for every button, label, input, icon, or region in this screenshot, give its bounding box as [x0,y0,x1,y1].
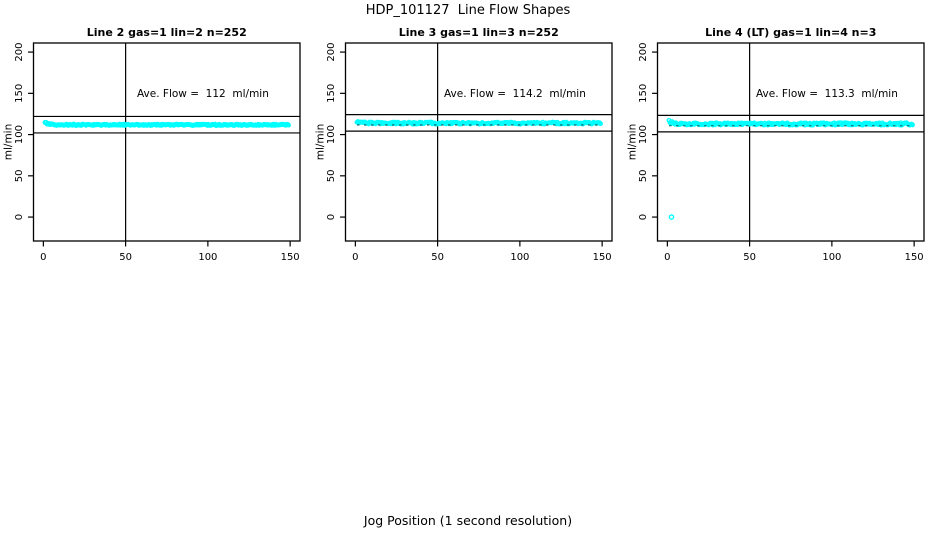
plot-frame [32,42,301,242]
x-tick-label: 0 [40,252,46,263]
y-tick-label: 200 [14,43,25,62]
panel-title: Line 3 gas=1 lin=3 n=252 [399,26,559,39]
plot-frame [344,42,613,242]
y-tick-label: 200 [326,43,337,62]
ave-flow-annotation: Ave. Flow = 113.3 ml/min [756,88,898,100]
outlier-point [668,214,675,220]
x-tick-label: 50 [431,252,444,263]
x-tick-label: 0 [664,252,670,263]
y-tick-label: 150 [14,84,25,103]
x-tick-label: 150 [281,252,300,263]
x-tick-label: 100 [822,252,841,263]
y-tick-label: 0 [638,214,649,220]
panel-title: Line 4 (LT) gas=1 lin=4 n=3 [705,26,876,39]
figure-title: HDP_101127 Line Flow Shapes [365,3,571,18]
y-tick-label: 0 [14,214,25,220]
y-tick-label: 100 [326,125,337,144]
y-tick-label: 100 [638,125,649,144]
x-tick-label: 100 [198,252,217,263]
ave-flow-annotation: Ave. Flow = 112 ml/min [137,88,269,100]
data-point [286,122,291,128]
panel-line-2: 0 50 100 150 0 50 100 150 200 ml/min Line 2 gas=1 … [3,26,301,263]
x-tick-label: 150 [593,252,612,263]
y-tick-label: 100 [14,125,25,144]
x-tick-label: 150 [905,252,924,263]
y-tick-label: 50 [14,169,25,182]
x-tick-label: 0 [352,252,358,263]
data-points [42,119,291,128]
panel-title: Line 2 gas=1 lin=2 n=252 [87,26,247,39]
x-tick-label: 50 [119,252,132,263]
data-point [910,122,915,128]
y-axis-label: ml/min [3,124,15,160]
panel-line-4-lt: 0 50 100 150 0 50 100 150 200 ml/min Line 4 (LT) g… [627,26,925,263]
y-tick-label: 150 [638,84,649,103]
data-point [598,121,603,127]
y-tick-label: 200 [638,43,649,62]
plot-frame [656,42,925,242]
y-tick-label: 0 [326,214,337,220]
y-tick-label: 50 [326,169,337,182]
ave-flow-annotation: Ave. Flow = 114.2 ml/min [444,88,586,100]
y-tick-label: 150 [326,84,337,103]
panel-line-3: 0 50 100 150 0 50 100 150 200 ml/min Line 3 gas=1 … [315,26,613,263]
x-tick-label: 50 [743,252,756,263]
y-axis-label: ml/min [315,124,327,160]
y-axis-label: ml/min [627,124,639,160]
y-tick-label: 50 [638,169,649,182]
x-tick-label: 100 [510,252,529,263]
figure-xlabel: Jog Position (1 second resolution) [363,513,573,528]
